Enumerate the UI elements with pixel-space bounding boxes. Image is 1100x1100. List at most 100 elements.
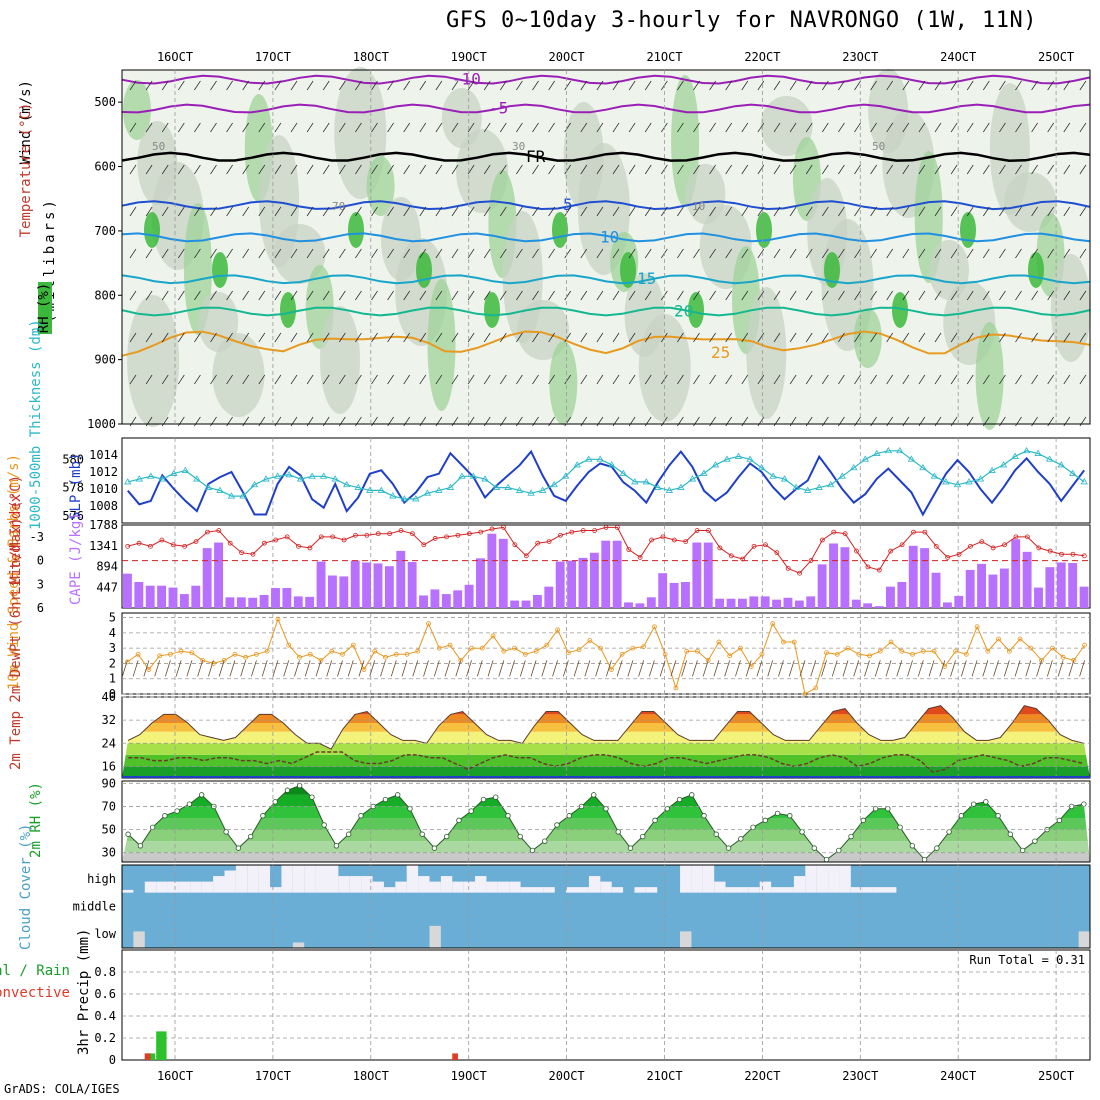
- li-tick: 0: [37, 554, 44, 568]
- wind-barb: [290, 374, 298, 385]
- wind-point: [652, 624, 657, 630]
- wind-barb: [725, 80, 732, 91]
- li-point: [968, 543, 973, 549]
- wind-barb-10m: [616, 660, 623, 677]
- wind-point: [232, 651, 238, 657]
- isotherm-label: FR: [526, 147, 546, 166]
- wind-barb: [355, 164, 362, 175]
- cloud-cell-high: [600, 881, 612, 893]
- rh-shade-high: [620, 252, 636, 288]
- cape-bar: [271, 588, 280, 608]
- wind-barb: [483, 248, 491, 259]
- wind-barb: [950, 374, 958, 385]
- date-label-top: 25OCT: [1038, 50, 1074, 64]
- thickness-point: [354, 483, 362, 490]
- cloud-cell-high: [315, 865, 327, 893]
- wind-barb-10m: [1057, 660, 1064, 677]
- wind-barb: [178, 248, 185, 259]
- wind-barb: [805, 122, 813, 133]
- wind-barb: [548, 122, 555, 133]
- wind-barb: [773, 164, 781, 175]
- cloud-cell-high: [475, 876, 487, 893]
- wind-barb-10m: [455, 660, 462, 677]
- wind-barb: [612, 290, 620, 301]
- wind-barb: [532, 332, 539, 343]
- wind-point: [695, 648, 700, 654]
- li-point: [136, 540, 142, 546]
- rh-point: [247, 833, 254, 840]
- cloud-cell-low: [429, 925, 441, 948]
- wind-barb: [1047, 164, 1054, 175]
- wind-barb: [161, 332, 169, 343]
- rh-contour-label: 10: [692, 200, 705, 213]
- rh-point: [848, 833, 854, 840]
- li-point: [933, 543, 939, 549]
- cape-bar: [1022, 551, 1032, 608]
- wind-barb: [564, 80, 571, 91]
- rh-shade: [975, 322, 1004, 430]
- li-point: [364, 532, 370, 538]
- wind-barb: [966, 332, 974, 343]
- thickness-point: [1034, 449, 1042, 456]
- wind-barb: [161, 80, 169, 91]
- wind-barb-10m: [1046, 660, 1053, 677]
- wind-barb: [371, 164, 378, 175]
- li-point: [660, 534, 666, 540]
- thickness-point: [1045, 455, 1054, 462]
- wind-barb: [934, 332, 942, 343]
- wind-barb: [886, 248, 893, 259]
- thickness-point: [677, 483, 685, 490]
- wind-barb: [1063, 80, 1071, 91]
- rh-point: [774, 810, 781, 817]
- wind-point: [802, 691, 808, 697]
- rh-contour-label: 50: [152, 140, 165, 153]
- rh-point: [284, 787, 291, 793]
- wind-barb: [500, 290, 507, 301]
- thickness-point: [216, 486, 224, 493]
- wind-barb-10m: [541, 660, 548, 677]
- li-point: [375, 531, 381, 537]
- rh-band: [122, 852, 1090, 862]
- wind-point: [146, 667, 152, 672]
- wind-barb: [741, 332, 749, 343]
- rh-point: [235, 845, 242, 851]
- wind-barb: [612, 374, 620, 385]
- wind-barb: [210, 206, 217, 217]
- wind-barb: [854, 206, 861, 217]
- wind-barb: [451, 374, 459, 385]
- wind-barb: [677, 206, 684, 217]
- wind-barb: [741, 164, 749, 175]
- wind-point: [469, 645, 474, 651]
- cloud-cell-high: [338, 876, 350, 893]
- wind-barb: [789, 290, 797, 301]
- wind-point: [662, 651, 668, 657]
- cape-bar: [715, 598, 725, 608]
- wind-barb: [918, 80, 926, 91]
- wind-barb: [178, 332, 185, 343]
- thickness-point: [1080, 478, 1088, 485]
- cloud-cell-high: [429, 881, 441, 893]
- thickness-point: [988, 466, 996, 473]
- wind-barb: [451, 164, 459, 175]
- li-point: [432, 536, 438, 541]
- wind-barb: [950, 248, 958, 259]
- rh-shade: [549, 341, 578, 425]
- cloud-cell-high: [395, 881, 407, 893]
- li-point: [535, 540, 541, 546]
- wind-barb: [483, 290, 491, 301]
- date-label-bottom: 21OCT: [646, 1069, 682, 1083]
- precip-label-convective: Convective: [0, 985, 70, 1001]
- wind-barb: [934, 122, 942, 133]
- cape-bar: [646, 597, 656, 608]
- cape-bar: [737, 598, 747, 608]
- wind-barb-10m: [1014, 660, 1021, 677]
- wind-barb-10m: [121, 660, 128, 677]
- cape-bar: [772, 599, 782, 608]
- wind-barb: [693, 206, 700, 217]
- cape-bar: [1079, 586, 1089, 608]
- thickness-point: [435, 486, 443, 493]
- wind-barb: [226, 164, 233, 175]
- date-label-top: 17OCT: [255, 50, 291, 64]
- rh-point: [725, 845, 732, 851]
- wind-barb: [1031, 374, 1038, 385]
